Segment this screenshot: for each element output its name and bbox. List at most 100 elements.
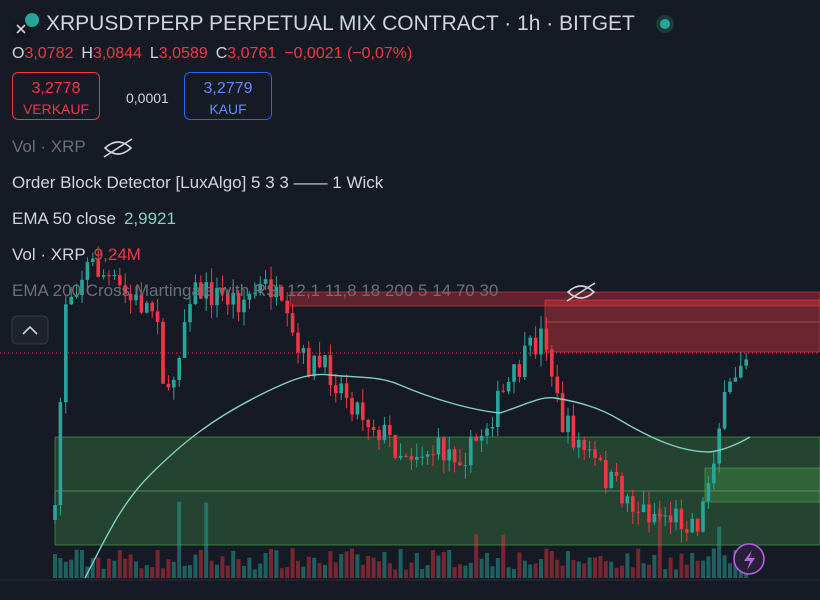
volume-bar (139, 568, 144, 578)
volume-bar (663, 568, 668, 578)
candle-body (582, 439, 586, 450)
volume-bar (209, 560, 214, 578)
indicator[interactable]: EMA 50 close 2,9921 (12, 209, 176, 229)
volume-bar (652, 554, 657, 578)
volume-bar (279, 568, 284, 578)
candle-body (134, 294, 138, 301)
volume-bar (274, 550, 279, 578)
volume-bar (420, 569, 425, 578)
volume-bar (53, 553, 57, 578)
hidden-icon[interactable] (566, 282, 596, 302)
candle-body (350, 397, 354, 415)
volume-bar (544, 548, 549, 578)
volume-bar (539, 559, 543, 578)
candle-body (371, 427, 376, 430)
hidden-icon[interactable] (103, 138, 133, 158)
indicator[interactable]: Vol · XRP 9,24M (12, 245, 141, 265)
candle-body (193, 282, 198, 305)
volume-bar (458, 564, 462, 578)
indicator[interactable]: Vol · XRP (12, 137, 86, 157)
candles (53, 246, 748, 543)
volume-bar (252, 569, 257, 578)
candle-body (571, 415, 576, 448)
volume-bar (485, 553, 489, 578)
volume-bar (647, 564, 651, 578)
volume-bar (182, 565, 187, 578)
volume-bar (560, 565, 565, 578)
volume-bar (528, 564, 533, 578)
volume-bar (112, 560, 117, 578)
candle-body (701, 501, 705, 532)
candle-body (382, 425, 387, 441)
volume-bar (344, 551, 349, 578)
candle-body (58, 402, 63, 506)
volume-bar (117, 550, 122, 578)
volume-bar (328, 551, 333, 578)
volume-bar (695, 560, 700, 578)
volume-bar (668, 557, 673, 578)
sell-label: VERKAUF (22, 101, 90, 117)
volume-bar (728, 563, 732, 578)
candle-body (620, 475, 624, 504)
volume-bar (463, 565, 468, 578)
collapse-button[interactable] (11, 315, 49, 345)
volume-bar (166, 559, 171, 578)
candle-body (80, 279, 84, 296)
volume-bar (371, 557, 376, 578)
volume-bar (96, 557, 101, 578)
volume-bar (247, 557, 252, 578)
candle-body (226, 293, 230, 305)
candle-body (107, 275, 111, 277)
volume-bar (706, 556, 711, 578)
volume-bar (549, 550, 554, 578)
candle-body (177, 357, 181, 380)
volume-bar (323, 564, 327, 578)
sell-button[interactable]: 3,2778 VERKAUF (12, 72, 100, 120)
candle-body (420, 456, 424, 458)
volume-bar (474, 534, 479, 578)
volume-bar (333, 562, 338, 578)
volume-bar (679, 553, 684, 578)
ohlc: O3,0782 H3,0844 L3,0589 C3,0761 −0,0021 (−0,… (12, 45, 420, 63)
volume-bar (225, 565, 230, 578)
volume-bar (630, 567, 635, 578)
candle-body (690, 518, 694, 533)
volume-bar (366, 556, 371, 578)
candle-body (128, 294, 133, 301)
volume-bar (339, 554, 344, 578)
candle-body (517, 364, 522, 378)
buy-button[interactable]: 3,2779 KAUF (184, 72, 272, 120)
indicator-value: 2,9921 (123, 209, 176, 228)
candle-body (123, 285, 127, 295)
volume-bar (636, 548, 641, 578)
indicator-name: Vol · XRP (12, 245, 86, 264)
volume-bar (123, 558, 128, 578)
volume-bar (609, 561, 614, 578)
candle-body (614, 471, 619, 476)
volume-bar (301, 566, 306, 578)
volume-bar (603, 561, 608, 578)
volume-bar (441, 551, 446, 578)
candle-body (436, 437, 441, 455)
volume-bar (306, 556, 311, 578)
volume-bar (490, 566, 495, 578)
volume-bar (290, 548, 295, 578)
candle-body (609, 471, 613, 489)
candle-body (334, 385, 338, 394)
candle-body (523, 345, 527, 378)
candle-body (712, 463, 716, 484)
ohlc-key: H (81, 45, 93, 62)
buy-label: KAUF (209, 101, 247, 117)
volume-bar (90, 557, 95, 578)
volume-bar (387, 563, 392, 578)
candle-body (409, 456, 414, 460)
indicator[interactable]: Order Block Detector [LuxAlgo] 5 3 3 —— … (12, 173, 383, 193)
volume-bar (269, 548, 273, 578)
candle-body (474, 436, 478, 441)
volume-bar (674, 569, 678, 578)
candle-body (625, 496, 630, 504)
volume-bar (533, 563, 538, 578)
candle-body (717, 428, 721, 464)
indicator[interactable]: EMA 200 Cross Martingale with RSI 12,1 1… (12, 281, 498, 301)
candle-body (145, 302, 149, 313)
